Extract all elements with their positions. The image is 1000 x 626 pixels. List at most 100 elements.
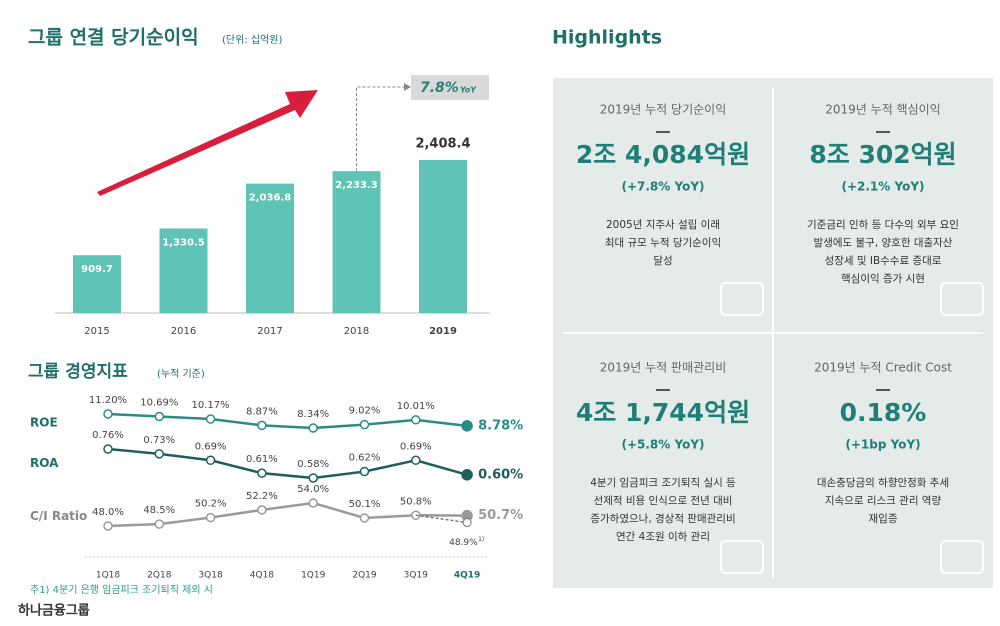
value-label: 8.87% (246, 406, 278, 417)
card-label: 2019년 누적 Credit Cost (814, 361, 952, 375)
card-desc: 4분기 임금피크 조기퇴직 실시 등 (590, 476, 736, 489)
point (257, 505, 267, 515)
x-tick-label: 3Q18 (198, 571, 223, 581)
x-tick-label: 2016 (171, 326, 196, 337)
card-desc: 핵심이익 증가 시현 (841, 273, 925, 285)
value-label: 1,330.5 (162, 237, 204, 248)
card-value: 8조 302억원 (809, 140, 956, 169)
card-label: 2019년 누적 핵심이익 (825, 103, 940, 117)
chart-title: 그룹 경영지표 (28, 362, 128, 382)
value-label: 909.7 (81, 264, 113, 275)
point (359, 466, 370, 477)
card-icon (940, 282, 984, 316)
value-label: 54.0% (297, 484, 329, 495)
x-tick-label: 2017 (257, 326, 282, 337)
value-label: 0.76% (92, 430, 124, 441)
legend-label: ROE (30, 416, 58, 430)
point (308, 473, 318, 483)
value-label: 50.1% (349, 499, 381, 510)
point (103, 521, 113, 531)
point (308, 423, 318, 433)
x-tick-label: 2018 (344, 326, 369, 337)
value-label: 0.58% (297, 459, 329, 470)
x-tick-label: 2Q19 (352, 571, 377, 581)
legend-label: C/I Ratio (30, 509, 87, 523)
value-label: 2,233.3 (335, 180, 377, 191)
point (359, 419, 370, 430)
growth-arrow (97, 90, 318, 196)
x-tick-label: 4Q19 (454, 571, 480, 581)
bar (246, 183, 294, 313)
annotation-box (411, 75, 489, 100)
point (461, 420, 473, 432)
bar (419, 160, 467, 313)
value-label: 50.7% (478, 508, 523, 523)
logo: 하나금융그룹 (18, 603, 90, 619)
value-label: 9.02% (349, 406, 381, 417)
card-desc: 발생에도 불구, 양호한 대출자산 (814, 237, 953, 249)
value-label: 2,036.8 (249, 193, 291, 204)
value-label: 48.0% (92, 507, 124, 518)
card-yoy: (+7.8% YoY) (621, 180, 704, 194)
bar (332, 171, 381, 313)
x-tick-label: 2015 (84, 326, 109, 337)
adjusted-note: 1) (478, 536, 484, 543)
value-label: 0.60% (478, 467, 523, 482)
adjusted-point (462, 518, 472, 528)
value-label: 10.01% (397, 401, 435, 412)
point (205, 455, 216, 466)
card-desc: 지속으로 리스크 관리 역량 (825, 495, 942, 507)
point (205, 512, 216, 523)
point (461, 469, 473, 481)
point (103, 409, 113, 419)
value-label: 0.73% (143, 435, 175, 446)
bar (73, 255, 121, 313)
value-label: 48.5% (143, 505, 175, 516)
point (359, 513, 370, 523)
point (154, 411, 165, 422)
value-label: 50.2% (195, 499, 227, 510)
point (411, 455, 421, 466)
series-line (107, 501, 468, 528)
card-value: 2조 4,084억원 (576, 140, 750, 169)
bar (159, 228, 208, 313)
x-tick-label: 2019 (429, 326, 457, 337)
card-desc: 최대 규모 누적 당기순이익 (605, 237, 721, 249)
point (257, 420, 267, 431)
value-label: 0.61% (246, 454, 278, 465)
card-icon (720, 282, 764, 316)
value-label: 0.69% (195, 441, 227, 452)
annotation-arrow (404, 83, 411, 91)
card-value: 4조 1,744억원 (576, 398, 750, 427)
card-label: 2019년 누적 판매관리비 (600, 361, 727, 375)
annotation: 7.8% (420, 80, 459, 96)
card-desc: 대손충당금의 하향안정화 추세 (817, 476, 949, 489)
value-label: 8.34% (297, 409, 329, 420)
card-value: 0.18% (840, 398, 927, 427)
point (103, 444, 113, 454)
card-yoy: (+5.8% YoY) (621, 438, 704, 452)
card-desc: 연간 4조원 이하 관리 (616, 530, 710, 543)
x-tick-label: 3Q19 (404, 571, 429, 581)
value-label: 2,408.4 (415, 137, 470, 152)
card-desc: 선제적 비용 인식으로 전년 대비 (594, 495, 733, 507)
chart-title: 그룹 연결 당기순이익 (28, 27, 199, 49)
card-desc: 2005년 지주사 설립 이래 (606, 218, 720, 231)
series-line (107, 412, 468, 430)
value-label: 11.20% (89, 395, 127, 406)
footnote: 주1) 4분기 은행 임금피크 조기퇴직 제외 시 (30, 583, 213, 596)
card-label: 2019년 누적 당기순이익 (600, 103, 727, 117)
highlights-title: Highlights (552, 27, 662, 49)
value-label: 8.78% (478, 418, 523, 433)
card-desc: 달성 (653, 255, 672, 267)
card-icon (940, 540, 984, 574)
value-label: 0.69% (400, 441, 432, 452)
value-label: 10.69% (140, 397, 178, 408)
legend-label: ROA (30, 456, 59, 470)
x-tick-label: 1Q19 (301, 571, 326, 581)
point (154, 519, 165, 529)
annotation: YoY (460, 86, 477, 95)
card-desc: 재입증 (869, 512, 898, 525)
